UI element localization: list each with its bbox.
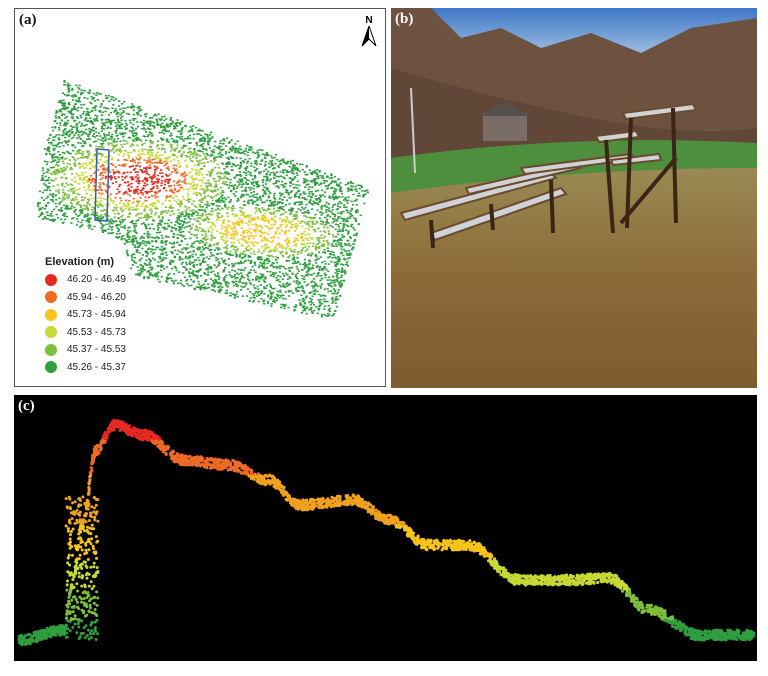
panel-c-label: (c) bbox=[18, 398, 35, 414]
legend-swatch bbox=[45, 308, 57, 321]
legend-range: 45.94 - 46.20 bbox=[67, 291, 126, 303]
legend-item: 45.94 - 46.20 bbox=[45, 289, 126, 307]
panel-b-label: (b) bbox=[395, 11, 414, 27]
north-arrow-icon: N bbox=[361, 15, 377, 51]
legend-item: 45.53 - 45.73 bbox=[45, 324, 126, 342]
panel-b-photo-bleachers: (b) bbox=[391, 8, 757, 388]
transect-box bbox=[94, 148, 110, 222]
legend-range: 45.26 - 45.37 bbox=[67, 361, 126, 373]
north-label: N bbox=[365, 15, 373, 26]
map-points bbox=[37, 79, 369, 318]
legend-range: 45.37 - 45.53 bbox=[67, 344, 126, 356]
elevation-legend: Elevation (m) 46.20 - 46.49 45.94 - 46.20… bbox=[45, 256, 126, 376]
legend-range: 46.20 - 46.49 bbox=[67, 274, 126, 286]
legend-swatch bbox=[45, 361, 57, 374]
bleachers-photo bbox=[391, 8, 757, 388]
legend-range: 45.53 - 45.73 bbox=[67, 326, 126, 338]
elevation-profile bbox=[17, 418, 756, 647]
legend-item: 46.20 - 46.49 bbox=[45, 271, 126, 289]
legend-item: 45.26 - 45.37 bbox=[45, 359, 126, 377]
legend-range: 45.73 - 45.94 bbox=[67, 309, 126, 321]
legend-title: Elevation (m) bbox=[45, 256, 115, 268]
legend-swatch bbox=[45, 291, 57, 304]
legend-item: 45.37 - 45.53 bbox=[45, 341, 126, 359]
panel-a-elevation-map: (a) N Elevation (m) 46.20 - 46.49 45.94 -… bbox=[14, 8, 386, 387]
legend-swatch bbox=[45, 273, 57, 286]
legend-swatch bbox=[45, 343, 57, 356]
panel-a-label: (a) bbox=[19, 12, 37, 28]
legend-swatch bbox=[45, 326, 57, 339]
profile-points bbox=[17, 418, 756, 647]
legend-item: 45.73 - 45.94 bbox=[45, 306, 126, 324]
point-cloud-map bbox=[37, 79, 369, 318]
panel-c-profile-point-cloud: (c) bbox=[14, 395, 757, 661]
